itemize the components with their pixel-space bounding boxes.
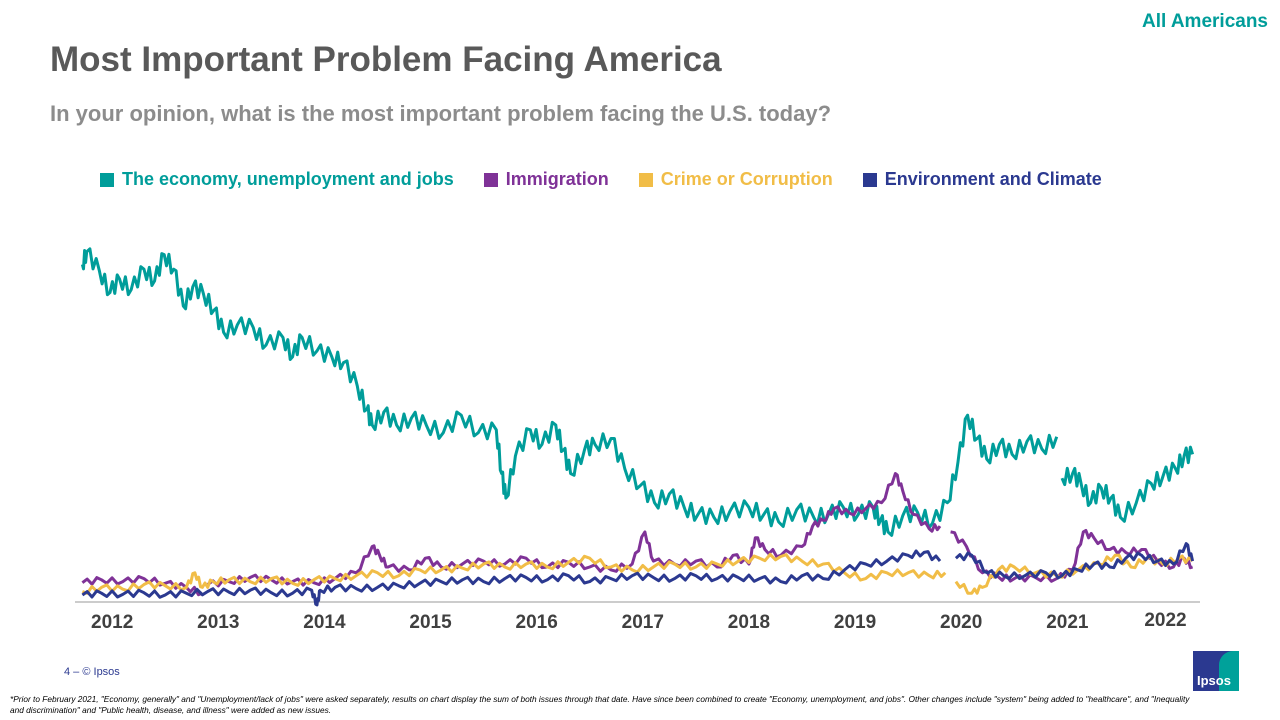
legend-item-economy: The economy, unemployment and jobs bbox=[100, 169, 454, 190]
legend-label: The economy, unemployment and jobs bbox=[122, 169, 454, 189]
page-title: Most Important Problem Facing America bbox=[50, 40, 722, 79]
series-line-0 bbox=[80, 247, 1059, 537]
legend-label: Immigration bbox=[505, 169, 609, 189]
x-tick-label: 2021 bbox=[1046, 612, 1089, 633]
page-number: 4 – © Ipsos bbox=[64, 666, 120, 678]
legend-label: Environment and Climate bbox=[884, 169, 1102, 189]
legend-swatch bbox=[483, 172, 498, 187]
legend-swatch bbox=[862, 172, 877, 187]
legend-swatch bbox=[638, 172, 653, 187]
legend-swatch bbox=[100, 172, 114, 187]
series-line-3 bbox=[81, 549, 942, 607]
footnote: *Prior to February 2021, "Economy, gener… bbox=[10, 694, 1190, 715]
legend-label: Crime or Corruption bbox=[660, 169, 833, 189]
x-tick-label: 2016 bbox=[516, 612, 558, 633]
series-line-1 bbox=[206, 472, 942, 588]
legend-item-crime: Crime or Corruption bbox=[638, 169, 833, 190]
series-line-3 bbox=[954, 542, 1195, 581]
legend-item-immigration: Immigration bbox=[483, 169, 609, 190]
x-tick-label: 2015 bbox=[409, 612, 452, 633]
x-tick-label: 2014 bbox=[303, 612, 346, 633]
x-tick-label: 2022 bbox=[1144, 610, 1186, 631]
ipsos-logo: Ipsos bbox=[1193, 651, 1239, 691]
x-tick-label: 2012 bbox=[91, 612, 133, 633]
chart-legend: The economy, unemployment and jobs Immig… bbox=[100, 169, 1102, 190]
x-tick-label: 2018 bbox=[728, 612, 770, 633]
audience-label: All Americans bbox=[1141, 11, 1268, 32]
x-tick-label: 2019 bbox=[834, 612, 876, 633]
page-subtitle: In your opinion, what is the most import… bbox=[50, 101, 832, 126]
legend-item-environment: Environment and Climate bbox=[862, 169, 1102, 190]
series-line-0 bbox=[1060, 445, 1195, 523]
x-tick-label: 2013 bbox=[197, 612, 239, 633]
x-tick-label: 2017 bbox=[622, 612, 664, 633]
line-chart: 2012 2013 2014 2015 2016 2017 2018 2019 2020 2021… bbox=[75, 247, 1200, 633]
series-line-2 bbox=[81, 552, 947, 595]
x-tick-label: 2020 bbox=[940, 612, 982, 633]
